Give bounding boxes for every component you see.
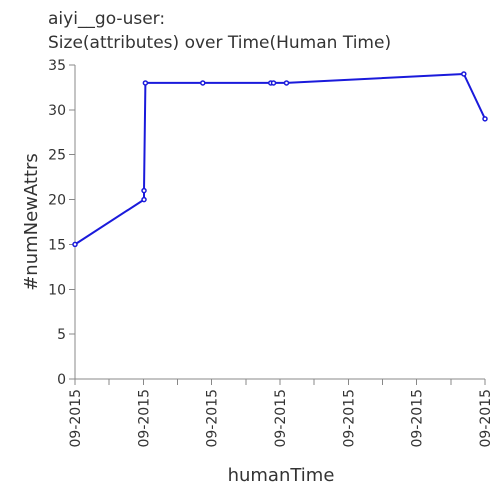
x-tick-label: 09-2015 <box>478 389 494 448</box>
chart-title: aiyi__go-user: Size(attributes) over Tim… <box>48 7 391 55</box>
x-tick-label: 09-2015 <box>136 389 152 448</box>
data-point <box>270 80 277 86</box>
series-line <box>74 73 486 246</box>
y-tick-label: 20 <box>48 193 66 209</box>
data-point <box>141 187 147 194</box>
x-tick-label: 09-2015 <box>68 389 84 448</box>
data-point <box>200 80 206 86</box>
x-tick-label: 09-2015 <box>205 389 221 448</box>
x-tick-label: 09-2015 <box>273 389 289 448</box>
y-axis-title: #numNewAttrs <box>21 153 42 291</box>
data-point <box>461 71 467 77</box>
y-tick-label: 0 <box>57 372 66 388</box>
x-axis: 09-2015 09-2015 09-2015 09-2015 09-2015 09-20… <box>68 378 494 448</box>
y-tick-label: 5 <box>57 327 66 343</box>
data-point <box>142 80 149 86</box>
data-point <box>283 80 290 86</box>
y-axis: 0 5 10 15 20 25 30 35 <box>48 58 76 388</box>
data-point <box>141 196 147 203</box>
y-tick-label: 10 <box>48 282 66 298</box>
data-point <box>72 241 78 248</box>
y-tick-label: 15 <box>48 237 66 253</box>
x-tick-label: 09-2015 <box>341 389 357 448</box>
x-tick-label: 09-2015 <box>410 389 426 448</box>
chart-title-line-1: aiyi__go-user: <box>48 9 166 29</box>
y-tick-label: 30 <box>48 103 66 119</box>
plot-series <box>72 71 488 248</box>
chart-title-line-2: Size(attributes) over Time(Human Time) <box>48 33 392 53</box>
y-tick-label: 25 <box>48 148 66 164</box>
y-tick-label: 35 <box>48 58 66 74</box>
data-point <box>482 116 488 122</box>
x-axis-title: humanTime <box>228 465 335 486</box>
